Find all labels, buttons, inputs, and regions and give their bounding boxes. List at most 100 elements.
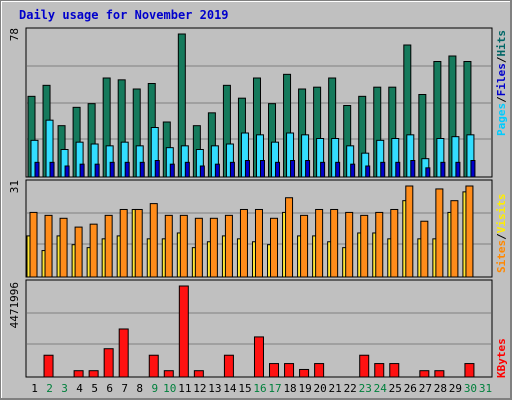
legend-separator: / bbox=[495, 96, 508, 103]
x-tick-label-20: 20 bbox=[314, 382, 327, 395]
sites-bar-6 bbox=[104, 214, 113, 278]
sites-bar-14 bbox=[224, 214, 233, 278]
x-tick-label-13: 13 bbox=[208, 382, 221, 395]
pages-bar-3 bbox=[64, 165, 70, 178]
sites-bar-25 bbox=[390, 208, 399, 278]
x-tick-label-18: 18 bbox=[283, 382, 296, 395]
x-tick-label-3: 3 bbox=[61, 382, 68, 395]
y-max-label-sites: 31 bbox=[8, 180, 21, 193]
pages-bar-17 bbox=[275, 161, 281, 178]
y-max-label-kbytes: 4471996 bbox=[8, 282, 21, 328]
pages-bar-26 bbox=[410, 160, 416, 178]
pages-bar-6 bbox=[109, 161, 115, 178]
sites-bar-27 bbox=[420, 220, 429, 278]
x-tick-label-25: 25 bbox=[389, 382, 402, 395]
legend-hits: Hits bbox=[495, 30, 508, 57]
x-tick-label-12: 12 bbox=[193, 382, 206, 395]
legend-separator: / bbox=[495, 56, 508, 63]
x-tick-label-4: 4 bbox=[76, 382, 83, 395]
x-tick-label-15: 15 bbox=[238, 382, 251, 395]
chart-title: Daily usage for November 2019 bbox=[19, 8, 229, 22]
x-tick-label-23: 23 bbox=[359, 382, 372, 395]
pages-bar-24 bbox=[380, 161, 386, 178]
x-tick-label-19: 19 bbox=[298, 382, 311, 395]
kbytes-bar-2 bbox=[43, 354, 54, 378]
x-tick-label-28: 28 bbox=[434, 382, 447, 395]
pages-bar-5 bbox=[94, 163, 100, 178]
legend-pages: Pages bbox=[495, 103, 508, 136]
pages-bar-8 bbox=[139, 161, 145, 178]
pages-bar-4 bbox=[79, 163, 85, 178]
pages-bar-22 bbox=[350, 163, 356, 178]
kbytes-bar-4 bbox=[73, 370, 84, 378]
kbytes-bar-20 bbox=[314, 363, 325, 378]
legend-visits: Visits bbox=[495, 194, 508, 234]
pages-bar-13 bbox=[214, 163, 220, 178]
pages-bar-28 bbox=[440, 161, 446, 178]
x-tick-label-24: 24 bbox=[374, 382, 388, 395]
sites-bar-13 bbox=[209, 217, 218, 278]
kbytes-bar-23 bbox=[359, 354, 370, 378]
pages-bar-19 bbox=[305, 160, 311, 178]
kbytes-bar-28 bbox=[434, 370, 445, 378]
x-tick-label-6: 6 bbox=[106, 382, 113, 395]
kbytes-bar-19 bbox=[299, 368, 310, 378]
kbytes-bar-7 bbox=[118, 328, 129, 378]
pages-bar-20 bbox=[320, 161, 326, 178]
pages-bar-14 bbox=[229, 161, 235, 178]
x-tick-label-21: 21 bbox=[329, 382, 342, 395]
sites-bar-26 bbox=[405, 185, 414, 278]
x-tick-label-27: 27 bbox=[419, 382, 432, 395]
sites-bar-28 bbox=[435, 188, 444, 278]
sites-bar-17 bbox=[270, 217, 279, 278]
x-tick-label-2: 2 bbox=[46, 382, 53, 395]
pages-bar-2 bbox=[49, 161, 55, 178]
legend-separator: / bbox=[495, 233, 508, 240]
kbytes-bar-6 bbox=[103, 348, 114, 378]
x-tick-label-30: 30 bbox=[464, 382, 477, 395]
sites-bar-20 bbox=[315, 208, 324, 278]
sites-bar-2 bbox=[44, 214, 53, 278]
sites-bar-1 bbox=[29, 211, 38, 278]
sites-bar-23 bbox=[360, 214, 369, 278]
pages-bar-30 bbox=[470, 160, 476, 178]
pages-bar-7 bbox=[124, 161, 130, 178]
sites-bar-3 bbox=[59, 217, 68, 278]
kbytes-bar-12 bbox=[193, 370, 204, 378]
sites-bar-15 bbox=[239, 208, 248, 278]
kbytes-bar-16 bbox=[253, 336, 264, 378]
x-tick-label-10: 10 bbox=[163, 382, 176, 395]
sites-bar-22 bbox=[345, 211, 354, 278]
sites-bar-7 bbox=[119, 208, 128, 278]
x-tick-label-14: 14 bbox=[223, 382, 237, 395]
y-max-label-hits: 78 bbox=[8, 28, 21, 41]
x-tick-label-7: 7 bbox=[121, 382, 128, 395]
sites-bar-12 bbox=[194, 217, 203, 278]
sites-bar-16 bbox=[254, 208, 263, 278]
sites-bar-19 bbox=[300, 214, 309, 278]
kbytes-bar-25 bbox=[389, 363, 400, 378]
kbytes-bar-27 bbox=[419, 370, 430, 378]
kbytes-bar-14 bbox=[223, 354, 234, 378]
pages-bar-12 bbox=[199, 165, 205, 178]
pages-bar-10 bbox=[169, 163, 175, 178]
pages-bar-11 bbox=[184, 161, 190, 178]
legend-kbytes: KBytes bbox=[495, 338, 508, 378]
legend-kbytes: KBytes bbox=[495, 338, 508, 378]
sites-bar-11 bbox=[179, 214, 188, 278]
x-tick-label-26: 26 bbox=[404, 382, 417, 395]
kbytes-bar-18 bbox=[284, 363, 295, 378]
sites-bar-8 bbox=[134, 208, 143, 278]
x-tick-label-16: 16 bbox=[253, 382, 266, 395]
legend-hits-files-pages: Pages/Files/Hits bbox=[495, 30, 508, 136]
pages-bar-25 bbox=[395, 161, 401, 178]
kbytes-bar-11 bbox=[178, 285, 189, 378]
x-tick-label-9: 9 bbox=[151, 382, 158, 395]
legend-sites: Sites bbox=[495, 240, 508, 273]
x-tick-label-1: 1 bbox=[31, 382, 38, 395]
sites-bar-24 bbox=[375, 211, 384, 278]
x-tick-label-8: 8 bbox=[136, 382, 143, 395]
sites-bar-21 bbox=[330, 208, 339, 278]
sites-bar-5 bbox=[89, 223, 98, 278]
